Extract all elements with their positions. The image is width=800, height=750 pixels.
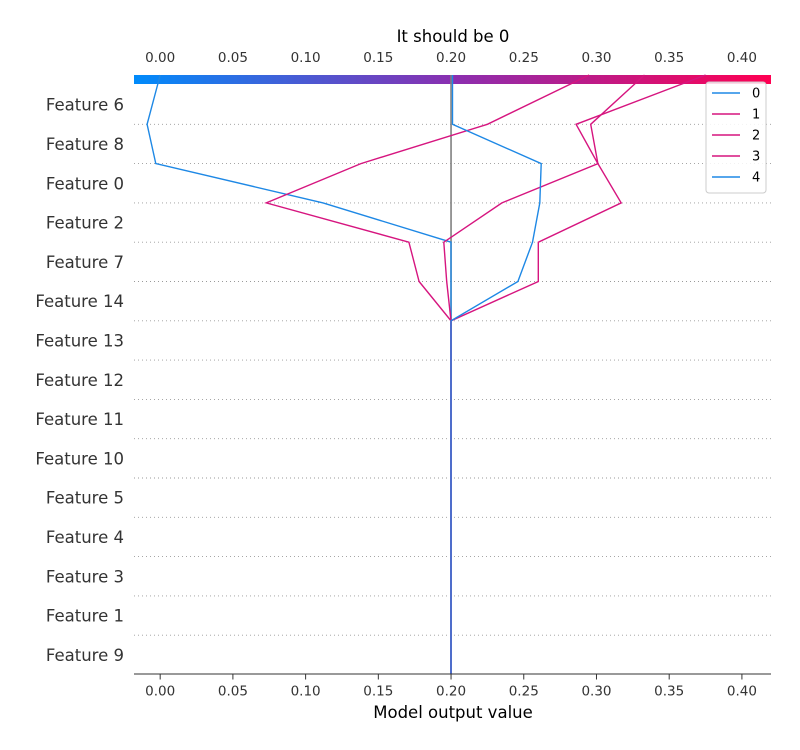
- bottom-tick-label: 0.25: [509, 684, 539, 700]
- legend: 0 1 2 3 4: [705, 81, 767, 194]
- bottom-tick-label: 0.20: [436, 684, 466, 700]
- legend-label: 1: [752, 108, 760, 123]
- top-tick-label: 0.35: [654, 50, 684, 66]
- legend-label: 2: [752, 129, 760, 144]
- series-lines: [146, 74, 706, 675]
- bottom-ticks: 0.00 0.05 0.10 0.15 0.20 0.25 0.30 0.35 0.40: [145, 674, 757, 700]
- feature-label: Feature 3: [46, 567, 124, 586]
- feature-label: Feature 6: [46, 96, 124, 115]
- bottom-tick-label: 0.35: [654, 684, 684, 700]
- feature-label: Feature 5: [46, 489, 124, 508]
- series-line-2: [443, 74, 706, 675]
- feature-label: Feature 8: [46, 135, 124, 154]
- feature-label: Feature 14: [35, 292, 124, 311]
- top-tick-label: 0.10: [291, 50, 321, 66]
- feature-label: Feature 4: [46, 528, 124, 547]
- feature-label: Feature 10: [35, 449, 124, 468]
- bottom-tick-label: 0.15: [363, 684, 393, 700]
- x-axis-title: Model output value: [373, 703, 533, 722]
- top-tick-label: 0.00: [145, 50, 175, 66]
- feature-label: Feature 1: [46, 607, 124, 626]
- bottom-tick-label: 0.05: [218, 684, 248, 700]
- legend-label: 0: [752, 87, 760, 102]
- bottom-tick-label: 0.10: [291, 684, 321, 700]
- feature-label: Feature 9: [46, 646, 124, 665]
- top-tick-label: 0.25: [509, 50, 539, 66]
- feature-label: Feature 12: [35, 371, 124, 390]
- legend-label: 4: [752, 171, 760, 186]
- feature-label: Feature 0: [46, 174, 124, 193]
- feature-label: Feature 7: [46, 253, 124, 272]
- bottom-tick-label: 0.40: [727, 684, 757, 700]
- bottom-tick-label: 0.00: [145, 684, 175, 700]
- feature-label: Feature 2: [46, 214, 124, 233]
- top-tick-labels: 0.00 0.05 0.10 0.15 0.20 0.25 0.30 0.35 0.40: [145, 50, 757, 66]
- series-line-4: [450, 75, 542, 675]
- bottom-tick-label: 0.30: [581, 684, 611, 700]
- top-tick-label: 0.05: [218, 50, 248, 66]
- feature-labels: Feature 6 Feature 8 Feature 0 Feature 2 Feat…: [35, 96, 124, 665]
- top-tick-label: 0.20: [436, 50, 466, 66]
- gridlines: [134, 123, 771, 636]
- top-tick-label: 0.40: [727, 50, 757, 66]
- top-tick-label: 0.30: [581, 50, 611, 66]
- feature-label: Feature 13: [35, 331, 124, 350]
- top-tick-label: 0.15: [363, 50, 393, 66]
- legend-label: 3: [752, 150, 760, 165]
- legend-frame: [705, 81, 767, 194]
- series-line-0: [146, 74, 452, 675]
- series-line-3: [450, 74, 645, 675]
- chart-title: It should be 0: [397, 27, 510, 46]
- feature-label: Feature 11: [35, 410, 124, 429]
